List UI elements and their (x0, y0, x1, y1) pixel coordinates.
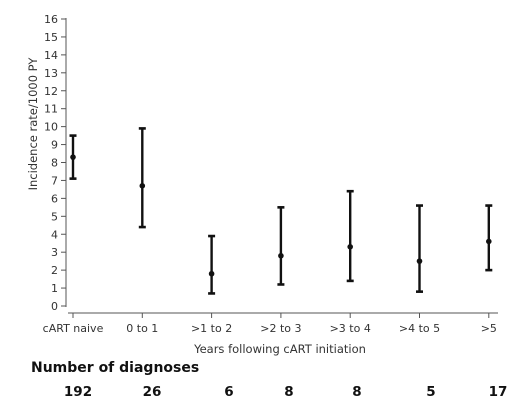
diagnosis-count: 5 (426, 384, 436, 400)
y-axis-title: Incidence rate/1000 PY (26, 57, 40, 191)
y-tick-label: 10 (44, 121, 58, 134)
x-tick-label: >5 (481, 322, 497, 335)
y-tick-label: 6 (51, 192, 58, 205)
error-bar (208, 234, 216, 295)
estimate-point (347, 244, 354, 250)
x-tick-label: >4 to 5 (399, 322, 440, 335)
x-tick-label: >1 to 2 (191, 322, 232, 335)
error-bar (277, 206, 285, 286)
diagnosis-count: 192 (63, 384, 93, 400)
error-bar (485, 204, 493, 272)
y-tick-label: 8 (51, 157, 58, 170)
y-tick-label: 1 (51, 282, 58, 295)
diagnosis-count: 8 (284, 384, 294, 400)
estimate-point (416, 258, 423, 264)
x-tick-label: >2 to 3 (260, 322, 301, 335)
diagnosis-count: 26 (142, 384, 162, 400)
y-tick-label: 11 (44, 103, 58, 116)
y-tick-label: 13 (44, 67, 58, 80)
diagnoses-title: Number of diagnoses (31, 360, 200, 376)
y-tick-label: 2 (51, 264, 58, 277)
estimate-point (208, 270, 215, 277)
error-bar (346, 189, 354, 283)
y-tick-label: 7 (51, 174, 58, 187)
y-tick-label: 16 (44, 13, 58, 26)
estimate-point (486, 238, 492, 245)
error-bar (416, 204, 423, 293)
y-tick-label: 14 (44, 49, 58, 62)
y-tick-label: 9 (51, 139, 58, 152)
y-tick-label: 5 (51, 210, 58, 223)
y-tick-label: 12 (44, 85, 58, 98)
y-tick-label: 15 (44, 31, 58, 44)
diagnosis-count: 8 (352, 384, 362, 400)
estimate-point (278, 252, 284, 259)
diagnosis-count: 17 (488, 384, 508, 400)
estimate-point (139, 183, 146, 189)
error-bar (69, 134, 77, 180)
error-bar (138, 127, 146, 229)
x-tick-label: cART naive (43, 322, 104, 335)
y-tick-label: 0 (51, 300, 58, 313)
error-bars (69, 127, 493, 295)
x-tick-label: 0 to 1 (126, 322, 158, 335)
y-tick-label: 3 (51, 246, 58, 259)
x-tick-label: >3 to 4 (330, 322, 371, 335)
estimate-point (70, 154, 76, 160)
x-axis: cART naive 0 to 1 >1 to 2 >2 to 3 >3 to 4 >4 … (43, 312, 498, 335)
diagnosis-count: 6 (224, 384, 234, 400)
x-axis-title: Years following cART initiation (193, 342, 366, 356)
y-tick-label: 4 (51, 228, 58, 241)
